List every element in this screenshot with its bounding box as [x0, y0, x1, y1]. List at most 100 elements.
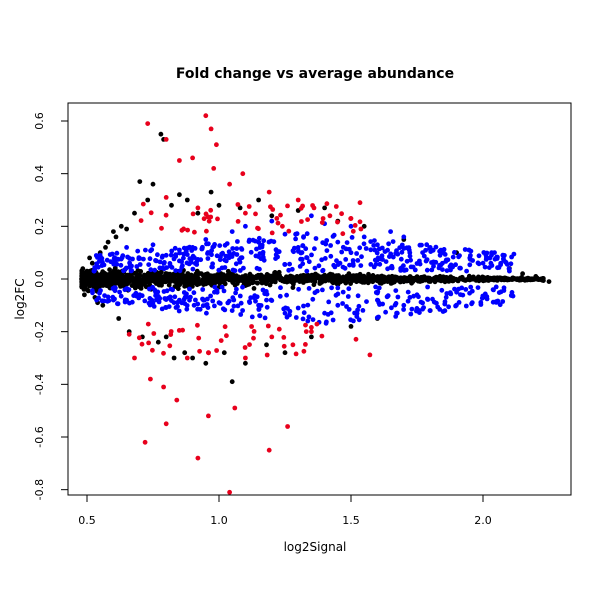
data-point-red	[320, 216, 326, 221]
data-point-blue	[433, 244, 439, 250]
data-point-blue	[487, 255, 493, 261]
data-point-blue	[102, 293, 107, 298]
data-point-blue	[475, 285, 481, 290]
data-point-black	[301, 276, 307, 282]
data-point-blue	[407, 253, 413, 259]
data-point-blue	[427, 245, 433, 250]
data-point-blue	[282, 310, 288, 316]
data-point-blue	[398, 256, 404, 262]
data-point-blue	[489, 250, 494, 256]
data-point-blue	[179, 259, 185, 265]
data-point-black	[279, 275, 284, 281]
data-point-red	[243, 355, 248, 361]
data-point-blue	[380, 301, 385, 307]
data-point-red	[167, 343, 173, 349]
data-point-red	[269, 334, 275, 340]
data-point-black	[374, 278, 380, 284]
data-point-blue	[253, 298, 258, 304]
data-point-red	[235, 219, 241, 224]
data-point-blue	[237, 268, 243, 273]
data-point-red	[303, 342, 308, 347]
data-point-black	[79, 276, 85, 282]
data-point-blue	[297, 264, 303, 269]
data-point-blue	[405, 289, 411, 295]
data-point-blue	[287, 261, 292, 267]
data-point-black	[243, 273, 248, 278]
data-point-black	[222, 277, 228, 282]
data-point-blue	[195, 257, 201, 262]
data-point-blue	[503, 260, 509, 265]
data-point-red	[333, 204, 339, 209]
data-point-blue	[361, 241, 367, 247]
data-point-blue	[423, 258, 429, 264]
data-point-red	[136, 335, 142, 341]
data-point-blue	[104, 257, 110, 263]
data-point-black	[312, 273, 317, 278]
data-point-blue	[401, 307, 406, 312]
data-point-blue	[115, 301, 120, 307]
data-point-black	[344, 279, 350, 284]
data-point-blue	[319, 257, 325, 263]
data-point-blue	[429, 267, 435, 273]
data-point-red	[150, 347, 155, 353]
data-point-black	[137, 179, 143, 185]
data-point-blue	[212, 303, 217, 309]
data-point-blue	[385, 293, 391, 299]
data-point-black	[100, 302, 106, 308]
data-point-red	[184, 355, 190, 361]
data-point-black	[163, 334, 169, 340]
data-point-blue	[204, 310, 209, 316]
data-point-blue	[248, 249, 254, 255]
data-point-blue	[181, 296, 187, 302]
data-point-blue	[92, 265, 98, 270]
data-point-black	[290, 285, 296, 290]
data-point-black	[87, 275, 93, 281]
data-point-blue	[299, 250, 305, 255]
data-point-blue	[235, 239, 240, 244]
data-point-blue	[190, 245, 196, 250]
data-point-blue	[498, 260, 504, 266]
data-point-blue	[464, 268, 469, 274]
data-point-black	[447, 277, 453, 282]
data-point-black	[357, 271, 363, 277]
data-point-blue	[373, 284, 378, 290]
data-point-black	[232, 282, 238, 288]
data-point-red	[235, 202, 241, 207]
data-point-blue	[501, 285, 507, 291]
data-point-black	[208, 189, 214, 195]
data-point-red	[367, 352, 373, 358]
data-point-blue	[376, 314, 381, 320]
data-point-blue	[331, 232, 337, 238]
data-point-blue	[266, 239, 272, 245]
data-point-blue	[296, 286, 301, 292]
data-point-red	[179, 227, 185, 233]
data-point-blue	[448, 267, 453, 273]
data-point-black	[249, 275, 255, 281]
data-point-black	[174, 279, 180, 284]
data-point-red	[161, 350, 166, 356]
data-point-blue	[181, 255, 186, 261]
data-point-blue	[330, 317, 336, 323]
data-point-red	[163, 421, 169, 427]
data-point-black	[158, 131, 164, 137]
data-point-blue	[430, 247, 436, 253]
data-point-blue	[458, 265, 463, 271]
data-point-black	[116, 276, 121, 282]
data-point-black	[158, 269, 164, 275]
data-point-blue	[312, 290, 318, 296]
data-point-blue	[173, 254, 179, 259]
data-point-blue	[328, 310, 334, 316]
data-point-black	[427, 275, 432, 281]
data-point-black	[455, 277, 460, 283]
data-point-red	[281, 343, 287, 349]
data-point-blue	[226, 298, 232, 304]
data-point-blue	[457, 253, 462, 258]
data-point-black	[272, 270, 277, 276]
data-point-blue	[254, 265, 260, 271]
data-point-black	[89, 260, 95, 266]
x-tick-label: 0.5	[78, 514, 96, 527]
data-point-blue	[216, 300, 222, 306]
data-point-red	[197, 348, 203, 354]
data-point-blue	[398, 266, 404, 271]
data-point-red	[264, 352, 270, 358]
